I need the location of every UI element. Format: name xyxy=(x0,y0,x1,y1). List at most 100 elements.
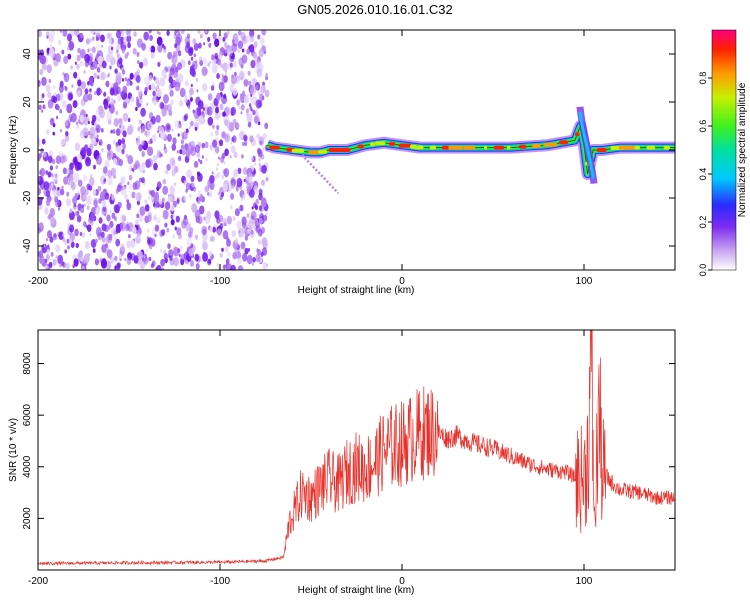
snr-plot-area xyxy=(38,330,675,570)
noise-speck xyxy=(126,202,132,211)
noise-speck xyxy=(255,108,258,112)
noise-speck xyxy=(204,186,209,193)
noise-speck xyxy=(128,234,131,239)
noise-speck xyxy=(250,210,257,221)
noise-speck xyxy=(86,183,91,191)
noise-speck xyxy=(251,30,255,36)
noise-speck xyxy=(44,207,49,215)
noise-speck xyxy=(176,227,182,236)
noise-speck xyxy=(64,119,69,127)
spectrogram-xlabel: Height of straight line (km) xyxy=(298,285,415,296)
noise-speck xyxy=(63,72,70,83)
noise-speck xyxy=(93,72,98,79)
noise-speck xyxy=(188,47,194,56)
noise-speck xyxy=(225,258,230,265)
noise-speck xyxy=(162,178,166,185)
noise-speck xyxy=(89,177,95,187)
noise-speck xyxy=(186,33,191,39)
noise-speck xyxy=(163,148,168,154)
noise-speck xyxy=(95,36,99,42)
noise-speck xyxy=(84,53,90,63)
noise-speck xyxy=(246,48,251,55)
noise-speck xyxy=(243,95,249,104)
noise-speck xyxy=(73,258,79,267)
noise-speck xyxy=(265,75,268,81)
noise-speck xyxy=(236,99,241,106)
noise-speck xyxy=(256,68,263,78)
noise-speck xyxy=(46,35,49,39)
noise-speck xyxy=(67,46,70,51)
noise-speck xyxy=(227,184,233,192)
noise-speck xyxy=(151,134,157,143)
noise-speck xyxy=(258,239,262,245)
noise-speck xyxy=(135,219,139,226)
noise-speck xyxy=(126,199,130,204)
noise-speck xyxy=(47,230,52,239)
noise-speck xyxy=(221,175,225,180)
noise-speck xyxy=(52,131,55,136)
ridge-hot-spot xyxy=(429,145,436,150)
noise-speck xyxy=(39,69,44,76)
noise-speck xyxy=(249,35,254,43)
noise-speck xyxy=(40,55,46,65)
noise-speck xyxy=(86,205,90,210)
noise-speck xyxy=(83,221,87,228)
noise-speck xyxy=(193,109,200,119)
noise-speck xyxy=(196,89,199,93)
noise-speck xyxy=(121,138,126,145)
noise-speck xyxy=(247,121,252,128)
noise-speck xyxy=(127,42,131,49)
noise-speck xyxy=(83,174,88,182)
noise-speck xyxy=(38,187,42,196)
noise-speck xyxy=(233,169,239,178)
noise-speck xyxy=(126,257,132,265)
ridge-hot-spot xyxy=(575,132,580,137)
noise-speck xyxy=(141,42,146,51)
noise-speck xyxy=(108,37,112,44)
noise-speck xyxy=(242,252,248,262)
noise-speck xyxy=(190,83,193,88)
noise-speck xyxy=(80,81,86,90)
noise-speck xyxy=(65,262,70,270)
noise-speck xyxy=(150,263,154,269)
noise-speck xyxy=(164,222,168,228)
noise-speck xyxy=(61,99,67,108)
noise-speck xyxy=(211,54,215,61)
noise-speck xyxy=(86,157,90,163)
noise-speck xyxy=(207,192,210,196)
noise-speck xyxy=(65,131,69,137)
noise-speck xyxy=(64,249,67,254)
noise-speck xyxy=(252,262,254,266)
noise-speck xyxy=(198,158,201,162)
noise-speck xyxy=(157,61,161,67)
noise-speck xyxy=(121,78,125,82)
noise-speck xyxy=(76,54,81,62)
noise-speck xyxy=(222,62,228,72)
noise-speck xyxy=(146,102,149,106)
noise-speck xyxy=(216,162,219,167)
noise-speck xyxy=(193,53,197,58)
noise-speck xyxy=(204,215,210,225)
noise-speck xyxy=(190,146,197,157)
noise-speck xyxy=(242,194,246,200)
noise-speck xyxy=(198,115,204,125)
noise-speck xyxy=(148,140,151,145)
noise-speck xyxy=(97,55,104,65)
snr-series xyxy=(38,330,675,567)
noise-speck xyxy=(95,208,100,216)
noise-speck xyxy=(55,155,62,165)
noise-speck xyxy=(258,157,261,162)
noise-speck xyxy=(122,130,127,138)
noise-speck xyxy=(45,254,50,261)
noise-speck xyxy=(201,155,204,159)
noise-speck xyxy=(62,261,66,268)
noise-speck xyxy=(170,204,175,212)
noise-speck xyxy=(53,233,57,238)
noise-speck xyxy=(241,141,245,147)
noise-speck xyxy=(148,112,154,120)
noise-speck xyxy=(177,73,184,83)
noise-speck xyxy=(52,173,58,183)
noise-speck xyxy=(58,207,61,211)
noise-speck xyxy=(62,233,65,237)
noise-speck xyxy=(141,139,145,146)
